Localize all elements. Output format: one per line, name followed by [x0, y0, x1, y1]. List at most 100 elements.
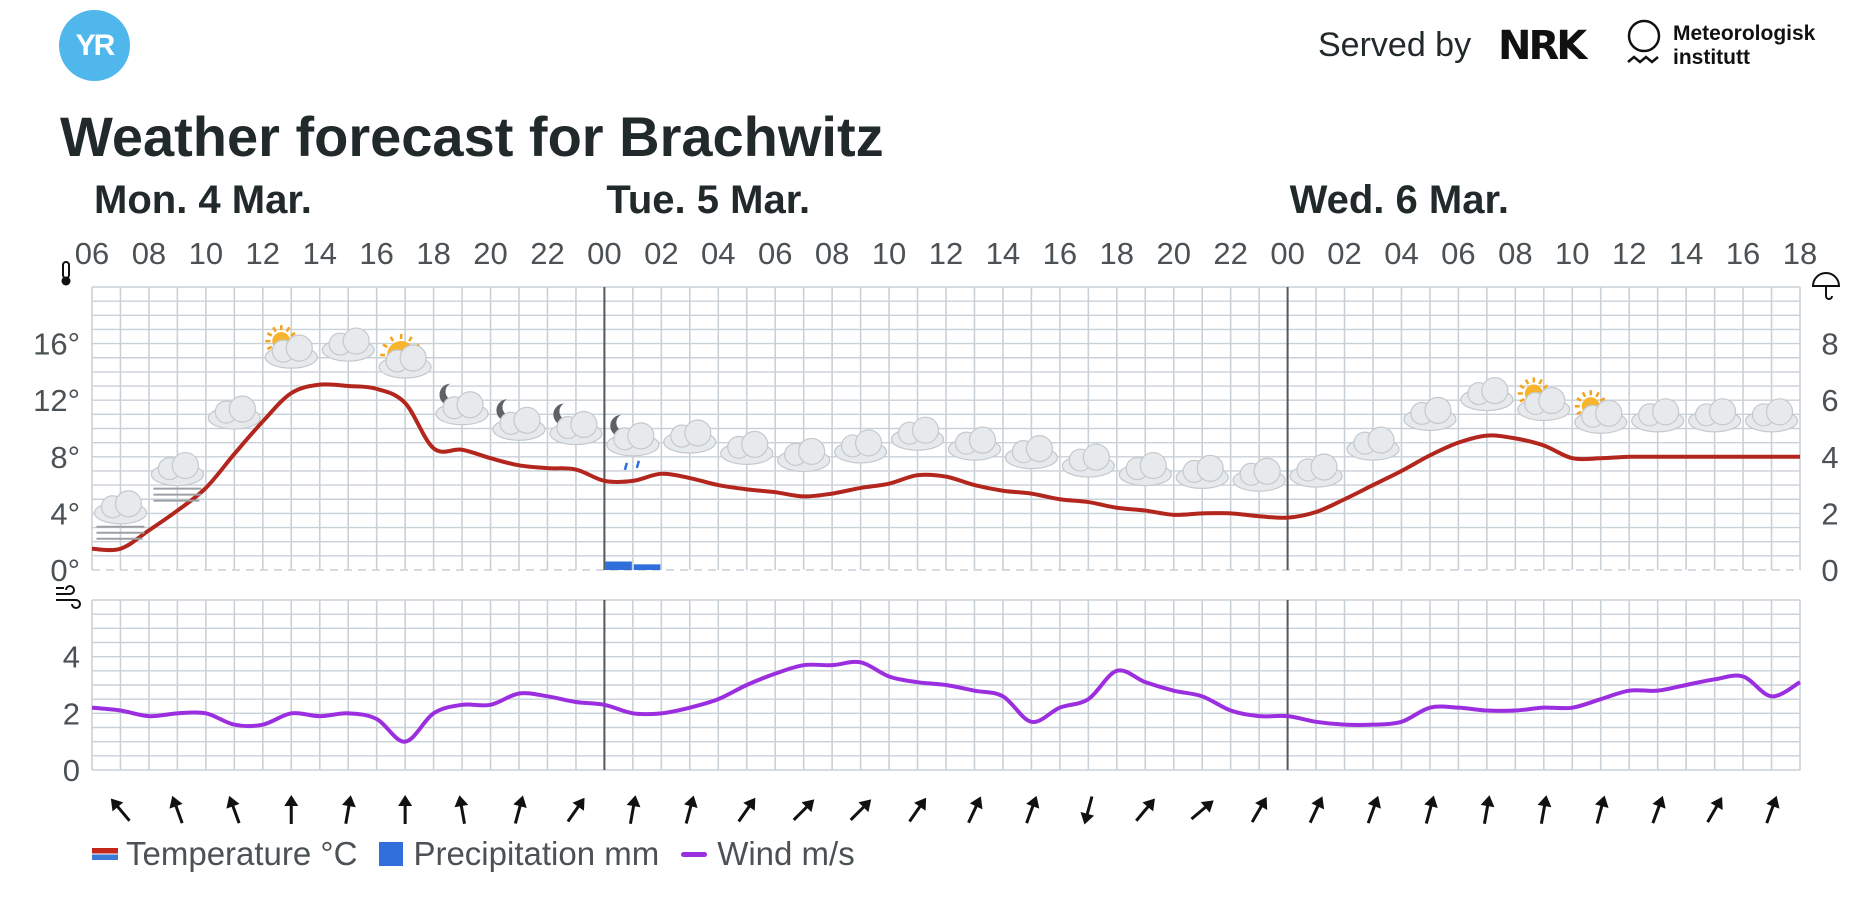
- hour-label: 18: [416, 236, 450, 271]
- wind-arrow-icon: [342, 795, 356, 825]
- wind-arrow-icon: [1537, 795, 1552, 825]
- hour-label: 14: [302, 236, 336, 271]
- cloudy-icon: [1460, 376, 1514, 412]
- served-by-label: Served by: [1318, 26, 1472, 64]
- partly-cloudy-night-icon: [435, 383, 489, 426]
- hour-label: 18: [1783, 236, 1817, 271]
- cloudy-icon: [1346, 426, 1400, 461]
- met-line-1: Meteorologisk: [1673, 22, 1816, 45]
- hour-label: 14: [1669, 236, 1703, 271]
- cloudy-icon: [833, 429, 888, 464]
- cloudy-icon: [321, 327, 375, 362]
- page-title: Weather forecast for Brachwitz: [60, 105, 884, 168]
- partly-cloudy-day-icon: [1517, 377, 1571, 422]
- hour-label: 00: [1270, 236, 1304, 271]
- day-label: Mon. 4 Mar.: [94, 178, 312, 222]
- temperature-tick-label: 16°: [33, 327, 80, 362]
- cloudy-icon: [1631, 398, 1685, 433]
- wind-arrow-icon: [169, 795, 184, 824]
- wind-arrow-icon: [1080, 796, 1095, 825]
- hour-label: 02: [644, 236, 678, 271]
- cloudy-icon: [663, 419, 717, 454]
- partly-cloudy-day-icon: [1574, 390, 1628, 434]
- hour-label: 04: [1384, 236, 1418, 271]
- wind-arrow-icon: [454, 795, 469, 825]
- wind-arrow-icon: [908, 797, 927, 823]
- temperature-line: [91, 382, 1800, 553]
- cloudy-icon: [207, 395, 261, 430]
- yr-logo[interactable]: YR: [59, 10, 130, 81]
- wind-arrow-icon: [1424, 795, 1438, 824]
- hour-label: 10: [189, 236, 223, 271]
- wind-arrow-icon: [1765, 795, 1780, 824]
- legend-precipitation-label: Precipitation mm: [413, 835, 660, 872]
- cloudy-icon: [1061, 443, 1115, 478]
- precipitation-swatch: [379, 842, 404, 866]
- hour-label: 18: [1100, 236, 1134, 271]
- wind-arrow-icon: [513, 795, 527, 824]
- temperature-tick-label: 0°: [50, 553, 80, 588]
- wind-icon: [56, 585, 81, 609]
- wind-arrow-icon: [1651, 795, 1666, 824]
- temperature-tick-label: 4°: [50, 496, 80, 531]
- wind-arrow-icon: [967, 796, 983, 824]
- legend-precipitation: Precipitation mm: [379, 835, 659, 873]
- cloudy-icon: [1118, 451, 1172, 487]
- temperature-tick-label: 8°: [50, 440, 80, 475]
- fair-day-icon: [378, 334, 432, 379]
- partly-cloudy-night-icon: [492, 399, 546, 441]
- precipitation-bar: [633, 564, 661, 570]
- hour-label: 16: [359, 236, 393, 271]
- hour-label: 12: [246, 236, 280, 271]
- cloudy-icon: [1175, 454, 1229, 489]
- wind-arrow-icon: [1308, 796, 1325, 824]
- wind-arrow-icon: [226, 795, 241, 824]
- precipitation-bar: [605, 561, 632, 570]
- wind-arrow-icon: [566, 797, 585, 823]
- wind-arrow-icon: [684, 795, 698, 824]
- met-institute-logo[interactable]: Meteorologisk institutt: [1673, 22, 1815, 70]
- cloudy-icon: [1232, 457, 1286, 492]
- light-rain-night-icon: [606, 414, 660, 471]
- wind-arrow-icon: [1706, 797, 1723, 823]
- precipitation-tick-label: 0: [1821, 553, 1838, 588]
- precipitation-tick-label: 6: [1821, 383, 1838, 418]
- day-label: Wed. 6 Mar.: [1290, 178, 1509, 222]
- fog-icon: [93, 490, 148, 540]
- hour-label: 22: [1213, 236, 1247, 271]
- wind-line: [91, 659, 1802, 744]
- chart-legend: Temperature °C Precipitation mm Wind m/s: [92, 835, 877, 873]
- cloudy-icon: [1403, 396, 1457, 431]
- hour-label: 04: [701, 236, 735, 271]
- partly-cloudy-night-icon: [549, 403, 603, 446]
- precipitation-tick-label: 4: [1821, 440, 1838, 475]
- hour-label: 12: [929, 236, 963, 271]
- legend-wind-label: Wind m/s: [717, 835, 855, 872]
- wind-tick-label: 2: [63, 696, 80, 731]
- cloudy-icon: [947, 426, 1002, 461]
- partly-cloudy-day-icon: [264, 325, 318, 369]
- met-institute-icon: [1627, 19, 1661, 64]
- hour-label: 20: [473, 236, 507, 271]
- wind-arrow-icon: [1025, 795, 1040, 824]
- wind-arrow-icon: [110, 798, 131, 822]
- wind-tick-label: 4: [63, 640, 80, 675]
- wind-arrow-icon: [398, 795, 413, 824]
- cloudy-icon: [1744, 398, 1799, 433]
- nrk-logo[interactable]: NRK: [1498, 23, 1587, 69]
- hour-label: 12: [1612, 236, 1646, 271]
- legend-wind: Wind m/s: [681, 835, 855, 873]
- hour-label: 16: [1726, 236, 1760, 271]
- cloudy-icon: [777, 437, 831, 473]
- cloudy-icon: [890, 416, 945, 451]
- wind-arrow-icon: [626, 795, 641, 825]
- legend-temperature-label: Temperature °C: [126, 835, 358, 872]
- wind-arrow-icon: [737, 797, 756, 823]
- wind-arrow-icon: [1480, 795, 1495, 825]
- wind-tick-label: 0: [63, 753, 80, 788]
- day-label: Tue. 5 Mar.: [606, 178, 810, 222]
- legend-temperature: Temperature °C: [92, 835, 357, 873]
- hour-label: 14: [986, 236, 1020, 271]
- hour-label: 22: [530, 236, 564, 271]
